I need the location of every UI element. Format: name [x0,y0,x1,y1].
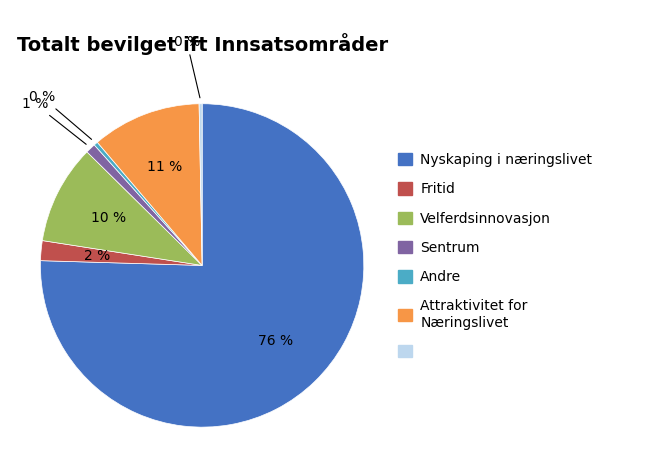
Text: Totalt bevilget ift Innsatsområder: Totalt bevilget ift Innsatsområder [16,33,388,55]
Wedge shape [199,104,202,265]
Text: 0 %: 0 % [29,91,91,139]
Text: 0 %: 0 % [174,35,200,98]
Wedge shape [42,152,202,265]
Wedge shape [95,142,202,265]
Text: 10 %: 10 % [91,211,126,225]
Text: 1 %: 1 % [22,97,86,144]
Text: 2 %: 2 % [84,249,111,263]
Text: 11 %: 11 % [147,160,183,174]
Text: 76 %: 76 % [258,334,293,348]
Wedge shape [40,104,364,427]
Legend: Nyskaping i næringslivet, Fritid, Velferdsinnovasjon, Sentrum, Andre, Attraktivi: Nyskaping i næringslivet, Fritid, Velfer… [398,153,593,359]
Wedge shape [40,241,202,265]
Wedge shape [87,145,202,265]
Wedge shape [97,104,202,265]
